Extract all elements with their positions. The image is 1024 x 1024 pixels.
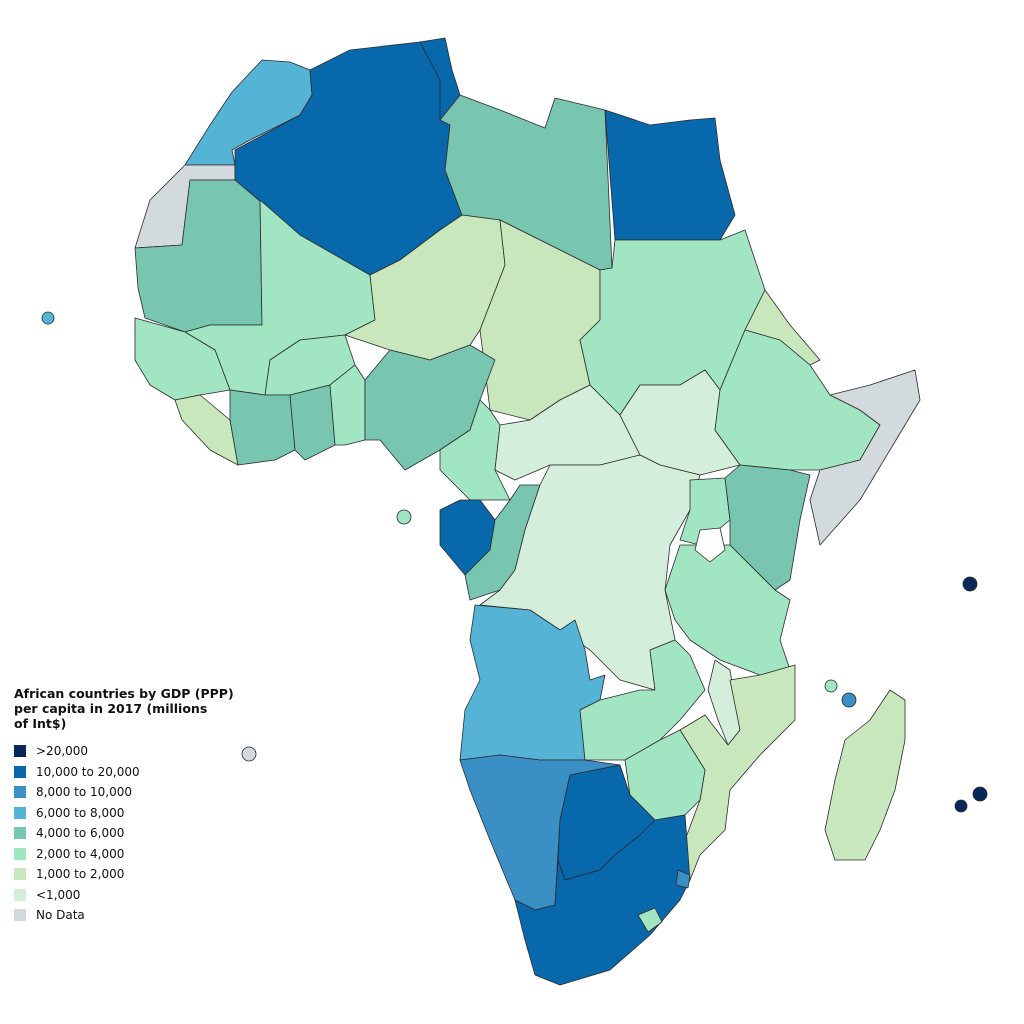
legend-label: <1,000 [36, 887, 81, 902]
island-cape-verde [41, 311, 55, 325]
legend-swatch [14, 786, 26, 799]
island-seychelles [962, 576, 978, 592]
island-reunion [954, 799, 968, 813]
island-mayotte [841, 692, 857, 708]
island-sao-tome [396, 509, 412, 525]
region-eswatini [675, 869, 691, 889]
legend-swatch [14, 745, 26, 758]
legend-item: 1,000 to 2,000 [14, 864, 239, 885]
region-somalia [809, 369, 921, 546]
legend-swatch [14, 868, 26, 881]
region-lesotho [637, 907, 663, 933]
legend-label: >20,000 [36, 744, 89, 759]
map-legend: African countries by GDP (PPP) per capit… [14, 686, 239, 926]
legend-label: 4,000 to 6,000 [36, 826, 125, 841]
region-ghana [289, 384, 336, 461]
legend-item: 6,000 to 8,000 [14, 803, 239, 824]
legend-label: 8,000 to 10,000 [36, 785, 133, 800]
island-mauritius [972, 786, 988, 802]
legend-label: No Data [36, 908, 85, 923]
region-sierra-leone-liberia [174, 394, 239, 466]
legend-items: >20,000 10,000 to 20,000 8,000 to 10,000 6,… [14, 741, 239, 926]
region-kenya [724, 464, 811, 591]
island-comoros [824, 679, 838, 693]
legend-item: 10,000 to 20,000 [14, 762, 239, 783]
legend-label: 6,000 to 8,000 [36, 805, 125, 820]
region-south-africa [514, 814, 691, 986]
legend-label: 2,000 to 4,000 [36, 846, 125, 861]
legend-label: 10,000 to 20,000 [36, 764, 140, 779]
legend-item: 8,000 to 10,000 [14, 782, 239, 803]
legend-swatch [14, 847, 26, 860]
legend-swatch [14, 888, 26, 901]
region-madagascar [824, 689, 906, 861]
legend-swatch [14, 827, 26, 840]
region-cote-divoire [229, 389, 296, 466]
region-egypt [604, 109, 736, 241]
legend-swatch [14, 909, 26, 922]
region-cameroon [439, 399, 511, 501]
legend-swatch [14, 765, 26, 778]
legend-item: >20,000 [14, 741, 239, 762]
legend-item: <1,000 [14, 885, 239, 906]
legend-label: 1,000 to 2,000 [36, 867, 125, 882]
legend-item: 2,000 to 4,000 [14, 844, 239, 865]
lake-victoria [694, 527, 726, 563]
legend-swatch [14, 806, 26, 819]
legend-item: No Data [14, 905, 239, 926]
legend-title: African countries by GDP (PPP) per capit… [14, 686, 234, 731]
island-st-helena [241, 746, 257, 762]
legend-item: 4,000 to 6,000 [14, 823, 239, 844]
